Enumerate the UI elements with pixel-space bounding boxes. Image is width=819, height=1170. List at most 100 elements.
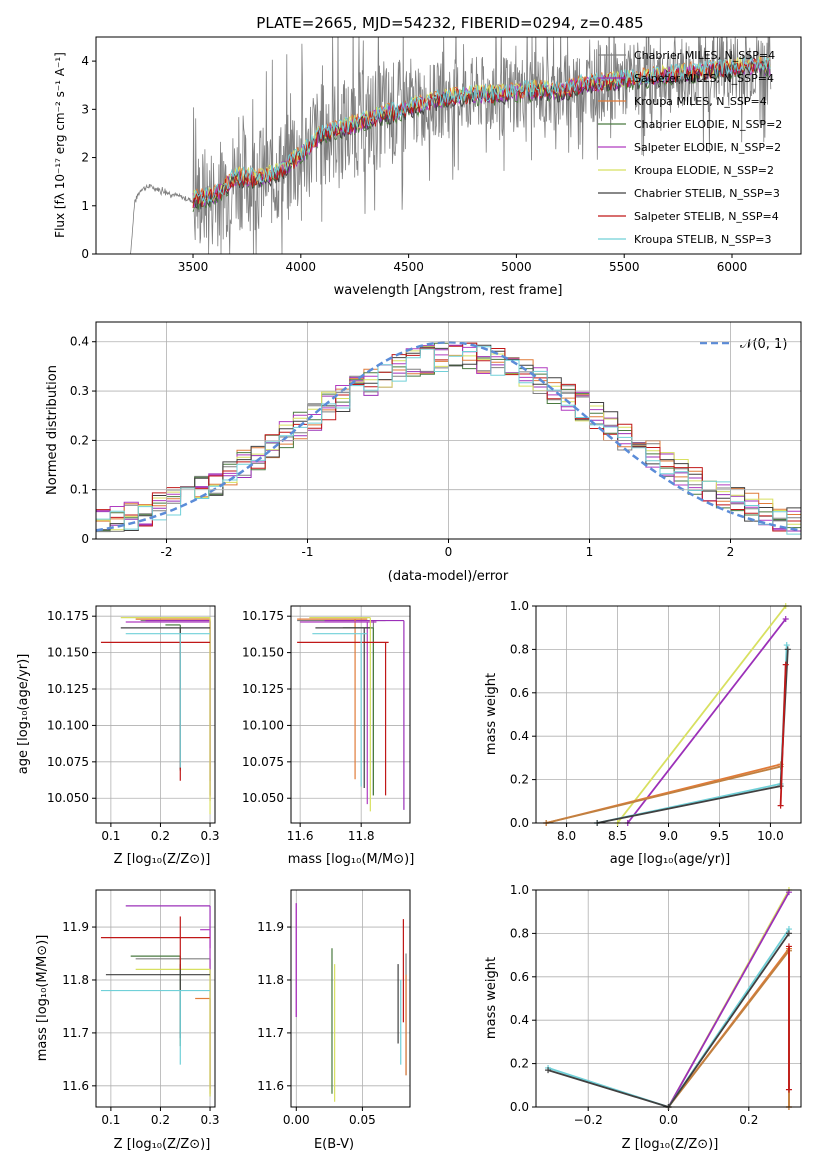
y-tick-label: 0.4	[70, 335, 89, 349]
figure-title: PLATE=2665, MJD=54232, FIBERID=0294, z=0…	[256, 14, 643, 32]
gaussian-legend-label: 𝒩(0, 1)	[740, 337, 787, 352]
axes-frame	[535, 605, 802, 824]
x-tick-label: 0	[445, 545, 453, 559]
residual-histogram: (data-model)/error Normed distribution 𝒩…	[45, 337, 802, 584]
spectrum-xlabel: wavelength [Angstrom, rest frame]	[334, 283, 563, 298]
y-tick-label: 10.075	[47, 755, 89, 769]
weight-line-1	[667, 891, 790, 1108]
y-tick-label: 1.0	[510, 883, 529, 897]
legend-entry: Chabrier ELODIE, N_SSP=2	[634, 118, 782, 131]
residuals-axes: -2 -1 0 1 2 0 0.1 0.2 0.3 0.4	[70, 322, 801, 559]
y-tick-label: 10.150	[242, 646, 284, 660]
spectrum-axes: 3500 4000 4500 5000 5500 6000 0 1 2 3 4	[81, 54, 747, 274]
y-tick-label: 0.0	[510, 1100, 529, 1114]
x-tick-label: 0.0	[659, 1113, 678, 1127]
weight-line-0	[616, 605, 787, 824]
axes-frame	[290, 889, 411, 1108]
x-tick-label: 5500	[609, 260, 640, 274]
y-tick-label: 11.7	[62, 1026, 89, 1040]
residual-ylabel: Normed distribution	[45, 365, 60, 495]
weight-line-3	[667, 948, 790, 1108]
y-tick-label: 0.0	[510, 816, 529, 830]
age-vs-z-axes: 0.1 0.2 0.3 10.050 10.075 10.100 10.125 10.150 1…	[47, 606, 220, 843]
spectrum-ylabel: Flux [fλ 10⁻¹⁷ erg cm⁻² s⁻¹ A⁻¹]	[53, 52, 67, 238]
weight-marker	[545, 1067, 552, 1074]
axes-frame	[95, 889, 216, 1108]
age-vs-mass-axes: 11.6 11.8 10.050 10.075 10.100 10.125 10.150 10…	[242, 606, 410, 843]
legend-entry: Kroupa ELODIE, N_SSP=2	[634, 164, 774, 177]
x-tick-label: 2	[727, 545, 735, 559]
x-tick-label: 5000	[501, 260, 532, 274]
weight-marker	[782, 661, 789, 668]
y-tick-label: 10.100	[47, 718, 89, 732]
y-tick-label: 11.8	[257, 973, 284, 987]
weight-line-6	[779, 664, 787, 806]
weight-vs-z-plot: Z [log₁₀(Z/Z⊙)] mass weight	[484, 957, 718, 1152]
legend-entry: Salpeter ELODIE, N_SSP=2	[634, 141, 781, 154]
y-tick-label: 11.6	[257, 1079, 284, 1093]
age-vs-z-plot: Z [log₁₀(Z/Z⊙)] age [log₁₀(age/yr)]	[16, 654, 210, 867]
age-z-xlabel: Z [log₁₀(Z/Z⊙)]	[114, 852, 211, 867]
y-tick-label: 10.150	[47, 646, 89, 660]
y-tick-label: 0.6	[510, 686, 529, 700]
legend-entry: Chabrier STELIB, N_SSP=3	[634, 187, 780, 200]
y-tick-label: 0.8	[510, 926, 529, 940]
y-tick-label: 10.125	[47, 682, 89, 696]
y-tick-label: 1	[81, 199, 89, 213]
y-tick-label: 0	[81, 247, 89, 261]
x-tick-label: 0.3	[200, 1113, 219, 1127]
weight-vs-age-plot: age [log₁₀(age/yr)] mass weight	[484, 673, 730, 867]
weight-age-xlabel: age [log₁₀(age/yr)]	[610, 852, 731, 867]
weight-line-3	[545, 765, 781, 824]
axes-frame	[95, 36, 802, 255]
x-tick-label: 0.2	[151, 829, 170, 843]
y-tick-label: 0	[81, 532, 89, 546]
weight-marker	[785, 930, 792, 937]
y-tick-label: 0.1	[70, 483, 89, 497]
axes-frame	[290, 605, 411, 824]
weight-line-4	[597, 645, 788, 824]
y-tick-label: 11.7	[257, 1026, 284, 1040]
legend-entry: Chabrier MILES, N_SSP=4	[634, 49, 775, 62]
y-tick-label: 11.9	[62, 920, 89, 934]
weight-line-1	[626, 618, 787, 824]
weight-vs-z-axes: −0.2 0.0 0.2 0.0 0.2 0.4 0.6 0.8 1.0	[510, 883, 801, 1127]
mass-vs-ebv-axes: 0.00 0.05 11.6 11.7 11.8 11.9	[257, 890, 410, 1127]
model-line-8	[192, 56, 771, 204]
weight-marker	[784, 646, 791, 653]
y-tick-label: 10.175	[242, 609, 284, 623]
x-tick-label: 4500	[393, 260, 424, 274]
x-tick-label: 11.6	[287, 829, 314, 843]
legend-entry: Salpeter STELIB, N_SSP=4	[634, 210, 779, 223]
y-tick-label: 1.0	[510, 599, 529, 613]
x-tick-label: 9.0	[659, 829, 678, 843]
mass-z-xlabel: Z [log₁₀(Z/Z⊙)]	[114, 1137, 211, 1152]
y-tick-label: 10.100	[242, 718, 284, 732]
age-z-ylabel: age [log₁₀(age/yr)]	[16, 654, 31, 775]
x-tick-label: 10.0	[757, 829, 784, 843]
weight-age-ylabel: mass weight	[484, 673, 499, 755]
age-mass-xlabel: mass [log₁₀(M/M⊙)]	[288, 852, 415, 867]
y-tick-label: 4	[81, 54, 89, 68]
x-tick-label: 0.1	[101, 829, 120, 843]
x-tick-label: 8.0	[557, 829, 576, 843]
x-tick-label: 0.05	[349, 1113, 376, 1127]
x-tick-label: 0.1	[101, 1113, 120, 1127]
x-tick-label: 1	[586, 545, 594, 559]
model-line-6	[192, 60, 771, 210]
residual-xlabel: (data-model)/error	[388, 569, 509, 584]
x-tick-label: −0.2	[574, 1113, 603, 1127]
mass-vs-z-axes: 0.1 0.2 0.3 11.6 11.7 11.8 11.9	[62, 890, 220, 1127]
y-tick-label: 0.4	[510, 729, 529, 743]
x-tick-label: -1	[302, 545, 314, 559]
y-tick-label: 0.2	[70, 433, 89, 447]
mass-vs-z-plot: Z [log₁₀(Z/Z⊙)] mass [log₁₀(M/M⊙)]	[35, 935, 210, 1152]
mass-z-ylabel: mass [log₁₀(M/M⊙)]	[35, 935, 50, 1062]
x-tick-label: 4000	[286, 260, 317, 274]
y-tick-label: 10.075	[242, 755, 284, 769]
spectrum-plot: wavelength [Angstrom, rest frame] Flux […	[53, 37, 782, 298]
legend-entry: Kroupa STELIB, N_SSP=3	[634, 233, 772, 246]
y-tick-label: 10.175	[47, 609, 89, 623]
y-tick-label: 10.050	[242, 791, 284, 805]
legend-entry: Kroupa MILES, N_SSP=4	[634, 95, 767, 108]
